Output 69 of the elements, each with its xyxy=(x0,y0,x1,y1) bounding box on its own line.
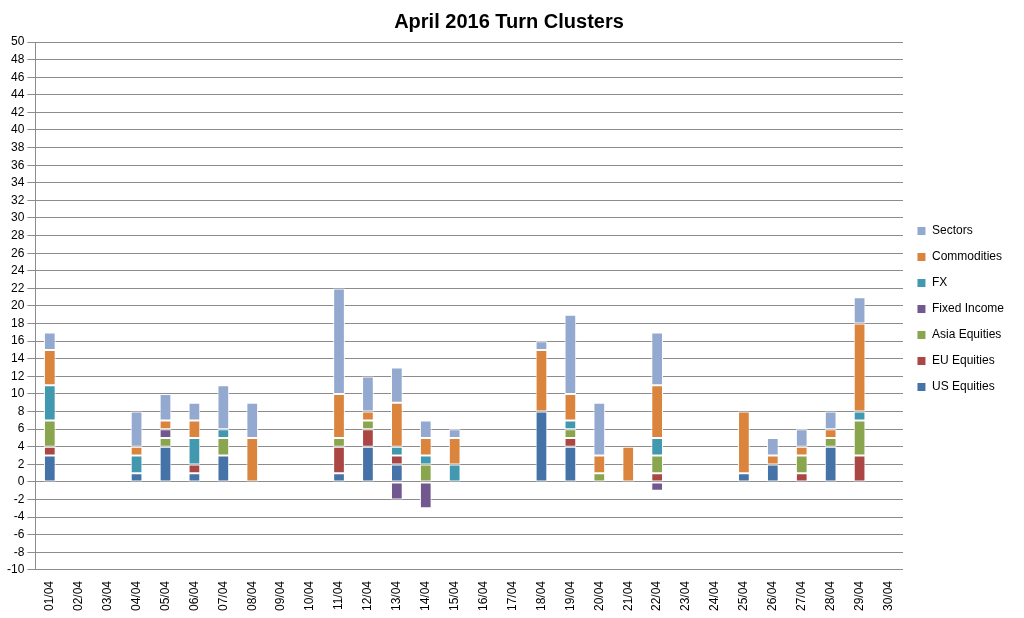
x-tick-label: 11/04 xyxy=(331,580,346,611)
y-tick-label: -8 xyxy=(13,544,25,559)
y-tick-label: 24 xyxy=(10,263,25,278)
y-tick-label: 44 xyxy=(10,87,25,102)
y-tick-label: 32 xyxy=(10,192,25,207)
x-tick-label: 06/04 xyxy=(186,580,201,611)
y-tick-label: 50 xyxy=(10,34,25,49)
x-tick-label: 16/04 xyxy=(475,580,490,611)
y-tick-label: 30 xyxy=(10,210,25,225)
x-tick-label: 09/04 xyxy=(273,580,288,611)
y-tick-label: 22 xyxy=(10,280,25,295)
x-tick-label: 03/04 xyxy=(99,580,114,611)
y-tick-label: 34 xyxy=(10,175,25,190)
x-tick-label: 29/04 xyxy=(851,580,866,611)
y-tick-label: 46 xyxy=(10,69,25,84)
y-tick-label: -10 xyxy=(7,562,25,577)
x-tick-label: 28/04 xyxy=(822,580,837,611)
x-tick-label: 07/04 xyxy=(215,580,230,611)
legend-label: Sectors xyxy=(931,223,973,238)
x-tick-label: 21/04 xyxy=(620,580,635,611)
y-tick-label: 6 xyxy=(17,421,25,436)
y-tick-label: 20 xyxy=(10,298,25,313)
y-tick-label: -6 xyxy=(13,527,25,542)
x-tick-label: 14/04 xyxy=(418,580,433,611)
x-tick-label: 26/04 xyxy=(765,580,780,611)
x-tick-label: 05/04 xyxy=(157,580,172,611)
y-tick-label: 48 xyxy=(10,51,25,66)
x-tick-label: 18/04 xyxy=(533,580,548,611)
x-tick-label: 02/04 xyxy=(71,580,86,611)
x-tick-label: 15/04 xyxy=(447,580,462,611)
x-tick-label: 04/04 xyxy=(128,580,143,611)
x-tick-label: 23/04 xyxy=(678,580,693,611)
x-tick-label: 20/04 xyxy=(591,580,606,611)
legend-label: Commodities xyxy=(931,249,1002,264)
x-tick-label: 19/04 xyxy=(562,580,577,611)
chart-title: April 2016 Turn Clusters xyxy=(394,9,624,32)
x-tick-label: 30/04 xyxy=(880,580,895,611)
legend-label: EU Equities xyxy=(931,353,995,368)
y-tick-label: 40 xyxy=(10,122,25,137)
y-tick-label: -2 xyxy=(13,491,25,506)
x-tick-label: 27/04 xyxy=(794,580,809,611)
y-tick-label: -4 xyxy=(13,509,25,524)
y-tick-label: 42 xyxy=(10,104,25,119)
y-tick-label: 38 xyxy=(10,139,25,154)
legend-label: Asia Equities xyxy=(931,327,1002,342)
y-tick-label: 12 xyxy=(10,368,25,383)
legend-label: Fixed Income xyxy=(931,301,1005,316)
x-tick-label: 25/04 xyxy=(736,580,751,611)
x-tick-label: 01/04 xyxy=(42,580,57,611)
x-tick-label: 24/04 xyxy=(707,580,722,611)
legend-label: FX xyxy=(931,275,948,290)
legend-label: US Equities xyxy=(931,379,995,394)
x-tick-label: 17/04 xyxy=(504,580,519,611)
y-tick-label: 18 xyxy=(10,315,25,330)
y-tick-label: 28 xyxy=(10,227,25,242)
x-tick-label: 08/04 xyxy=(244,580,259,611)
y-tick-label: 16 xyxy=(10,333,25,348)
y-tick-label: 2 xyxy=(17,456,25,471)
y-tick-label: 26 xyxy=(10,245,25,260)
x-tick-label: 12/04 xyxy=(360,580,375,611)
y-tick-label: 8 xyxy=(17,403,25,418)
y-tick-label: 4 xyxy=(17,439,25,454)
x-tick-label: 22/04 xyxy=(649,580,664,611)
x-tick-label: 13/04 xyxy=(389,580,404,611)
y-tick-label: 10 xyxy=(10,386,25,401)
y-tick-label: 36 xyxy=(10,157,25,172)
x-tick-label: 10/04 xyxy=(302,580,317,611)
y-tick-label: 14 xyxy=(10,351,25,366)
y-tick-label: 0 xyxy=(17,474,25,489)
